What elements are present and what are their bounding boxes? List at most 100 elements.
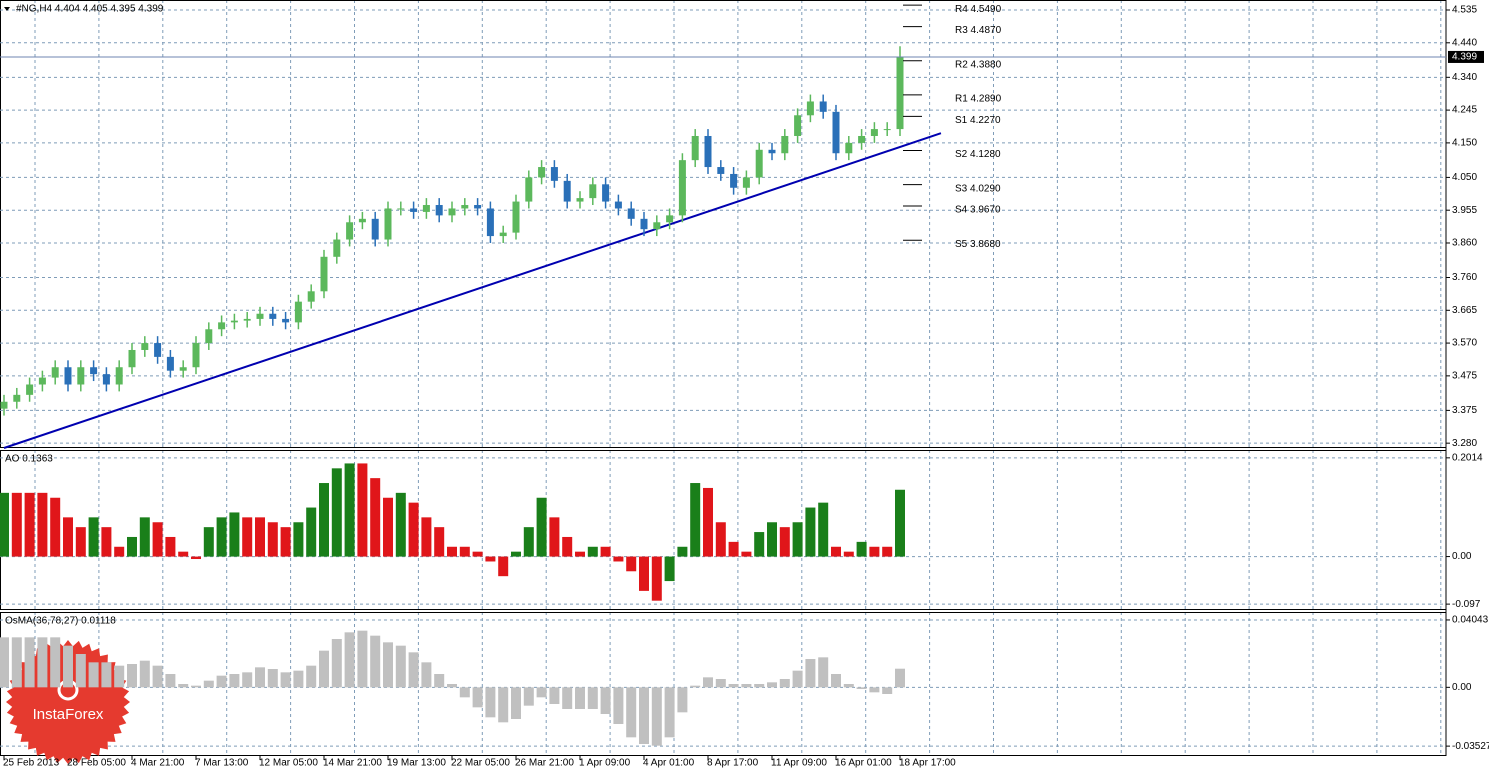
histogram-bar xyxy=(767,682,777,688)
candle-body xyxy=(422,205,430,212)
candle-body xyxy=(448,208,456,216)
candle-body xyxy=(435,205,443,216)
y-tick-label: 4.340 xyxy=(1452,72,1477,83)
histogram-bar xyxy=(536,497,547,557)
candle-body xyxy=(38,377,46,385)
candle-body xyxy=(512,201,520,233)
candle-body xyxy=(256,313,264,319)
x-tick-label: 12 Mar 05:00 xyxy=(259,758,318,769)
candle-body xyxy=(627,208,635,219)
histogram-bar xyxy=(600,546,611,557)
histogram-bar xyxy=(613,556,624,562)
histogram-bar xyxy=(408,652,419,688)
histogram-bar xyxy=(728,684,739,688)
y-tick-label: 3.665 xyxy=(1452,305,1477,316)
logo-badge xyxy=(6,640,130,764)
histogram-bar xyxy=(741,551,752,557)
candle-body xyxy=(794,115,802,136)
candle-body xyxy=(781,135,789,154)
histogram-bar xyxy=(549,687,560,704)
histogram-bar xyxy=(587,687,598,709)
candle-body xyxy=(614,201,622,209)
histogram-bar xyxy=(0,637,9,688)
histogram-bar xyxy=(50,637,61,688)
histogram-bar xyxy=(831,546,841,557)
candle-body xyxy=(77,367,85,385)
candle-body xyxy=(832,111,840,154)
y-tick-label: 4.050 xyxy=(1452,172,1477,183)
x-tick-label: 8 Apr 17:00 xyxy=(707,758,759,769)
histogram-bar xyxy=(856,687,867,689)
histogram-bar xyxy=(178,684,189,688)
histogram-bar xyxy=(11,637,22,688)
histogram-bar xyxy=(216,675,227,688)
candle-body xyxy=(845,142,853,154)
histogram-bar xyxy=(536,687,547,698)
candle-body xyxy=(269,313,277,319)
candle-body xyxy=(230,320,238,323)
histogram-bar xyxy=(280,527,291,557)
histogram-bar xyxy=(242,517,253,557)
histogram-bar xyxy=(203,527,214,557)
histogram-bar xyxy=(357,630,368,688)
histogram-bar xyxy=(856,541,867,557)
histogram-bar xyxy=(421,517,432,557)
histogram-bar xyxy=(523,527,534,557)
histogram-bar xyxy=(587,546,598,557)
histogram-bar xyxy=(511,551,521,557)
candle-body xyxy=(307,291,315,302)
histogram-bar xyxy=(63,645,73,688)
x-tick-label: 16 Apr 01:00 xyxy=(835,758,892,769)
y-tick-label: 0.00 xyxy=(1452,551,1472,562)
histogram-bar xyxy=(818,502,829,557)
histogram-bar xyxy=(767,522,777,557)
y-tick-label: 0.00 xyxy=(1452,682,1472,693)
histogram-bar xyxy=(421,662,432,688)
candle-body xyxy=(346,222,354,240)
histogram-bar xyxy=(357,463,368,557)
y-tick-label: 3.760 xyxy=(1452,272,1477,283)
candle-body xyxy=(730,173,738,188)
histogram-bar xyxy=(882,546,893,557)
histogram-bar xyxy=(395,492,406,557)
histogram-bar xyxy=(267,522,278,557)
histogram-bar xyxy=(562,687,573,709)
histogram-bar xyxy=(715,522,726,557)
candle-body xyxy=(525,177,533,202)
pivot-label: S4 3.9670 xyxy=(955,205,1001,216)
histogram-bar xyxy=(754,684,765,688)
y-tick-label: 4.245 xyxy=(1452,105,1477,116)
histogram-bar xyxy=(485,687,496,718)
histogram-bar xyxy=(715,679,726,688)
histogram-bar xyxy=(127,664,137,688)
histogram-bar xyxy=(626,556,637,572)
candle-body xyxy=(742,177,750,188)
candle-body xyxy=(870,129,878,136)
y-tick-label: 0.04043 xyxy=(1452,615,1489,626)
candle-body xyxy=(294,301,302,323)
histogram-bar xyxy=(498,687,509,723)
y-tick-label: -0.097 xyxy=(1452,599,1481,610)
histogram-bar xyxy=(331,468,342,557)
candle-body xyxy=(499,232,507,237)
candle-body xyxy=(64,367,72,385)
histogram-bar xyxy=(664,687,675,738)
histogram-bar xyxy=(843,551,854,557)
histogram-bar xyxy=(869,546,880,557)
histogram-bar xyxy=(434,674,445,688)
histogram-bar xyxy=(383,642,393,688)
histogram-bar xyxy=(24,637,35,688)
candle-body xyxy=(858,135,866,143)
candle-body xyxy=(538,167,546,178)
histogram-bar xyxy=(639,687,649,744)
pivot-label: R2 4.3880 xyxy=(955,59,1002,70)
candle-body xyxy=(768,149,776,154)
marks: 4.535 4.440 4.340 4.245 4.150 4.050 3.955 3.860… xyxy=(0,4,1489,769)
histogram-bar xyxy=(895,489,905,557)
histogram-bar xyxy=(331,639,342,688)
candle-body xyxy=(179,367,187,371)
histogram-bar xyxy=(152,522,163,557)
pivot-label: R3 4.4870 xyxy=(955,25,1002,36)
histogram-bar xyxy=(779,679,790,688)
